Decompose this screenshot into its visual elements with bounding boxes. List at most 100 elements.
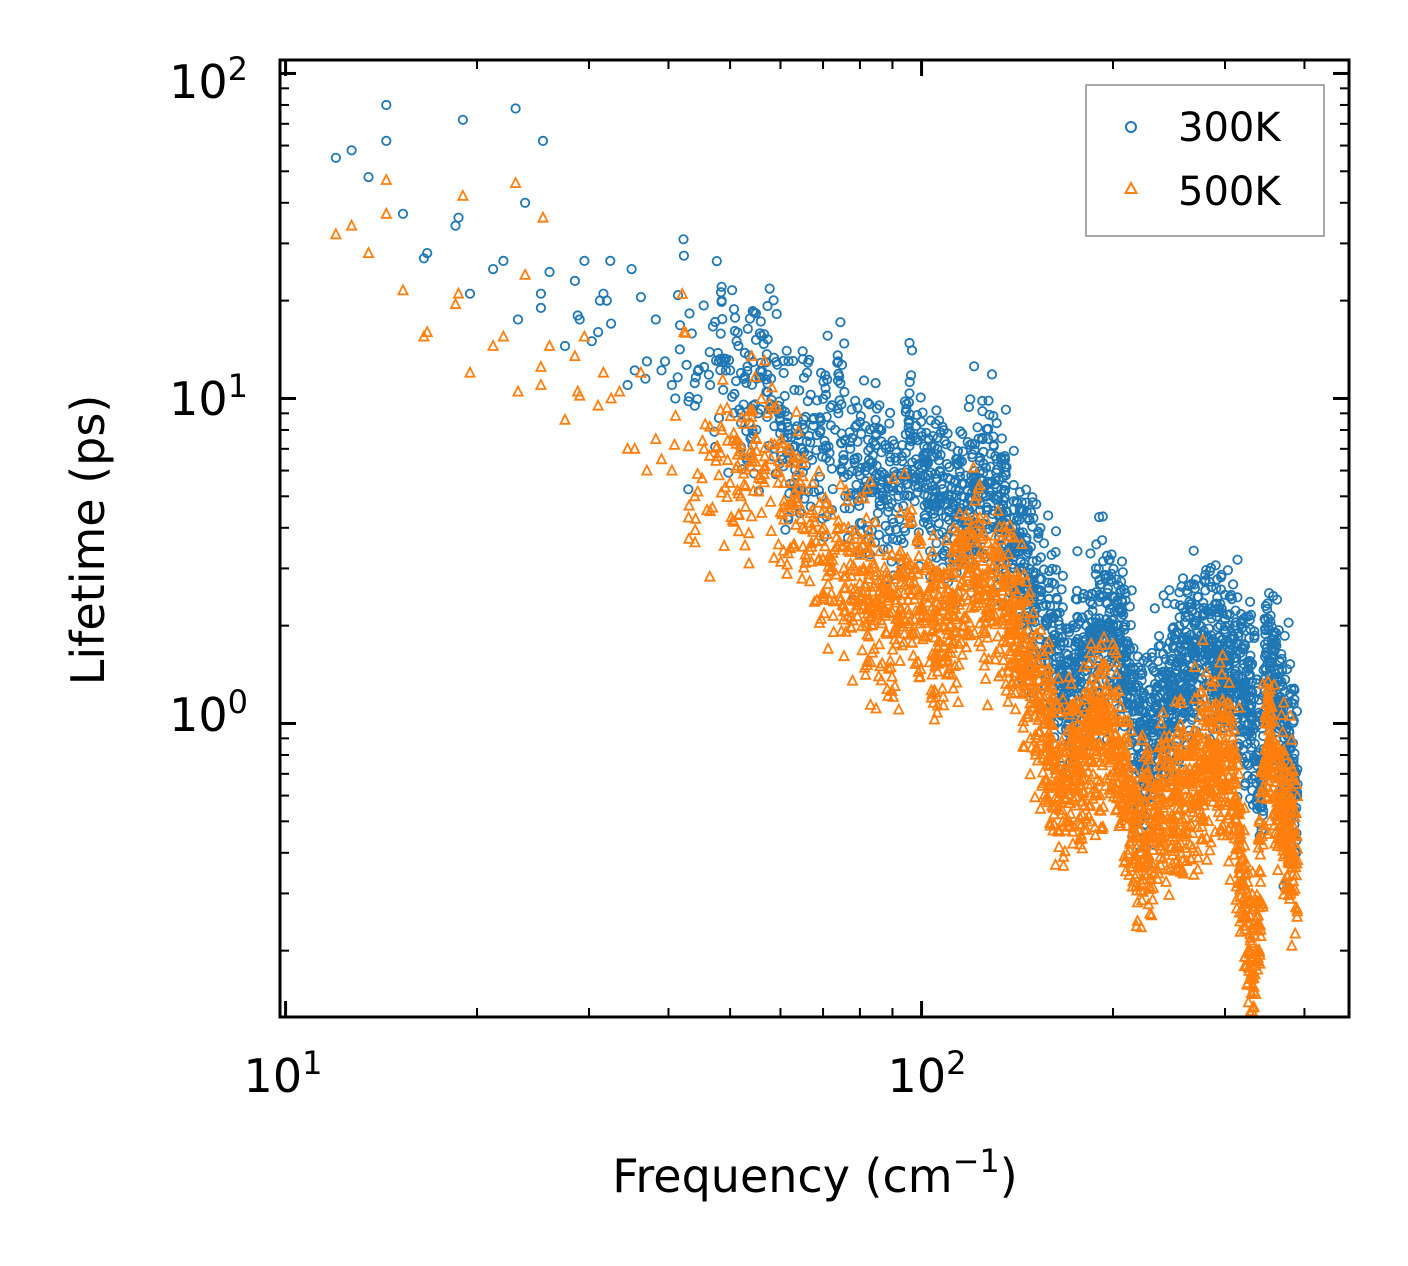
cloud-point-500K (1178, 735, 1192, 747)
cloud-point-300K (856, 518, 867, 529)
cloud-point-500K (737, 417, 750, 429)
cloud-point-300K (1054, 619, 1065, 630)
cloud-point-300K (778, 355, 789, 366)
cloud-point-500K (901, 505, 914, 518)
cloud-point-300K (1000, 485, 1011, 496)
cloud-point-300K (922, 457, 934, 469)
cloud-point-300K (1243, 658, 1254, 669)
cloud-point-500K (840, 483, 853, 496)
cloud-point-300K (738, 399, 749, 410)
cloud-point-500K (936, 681, 949, 694)
series-500K-points (329, 173, 1304, 1018)
cloud-point-300K (1125, 679, 1137, 690)
cloud-point-500K (1135, 840, 1148, 853)
cloud-point-300K (1056, 584, 1067, 595)
cloud-point-500K (1154, 758, 1167, 770)
cloud-point-300K (1264, 587, 1275, 599)
cloud-point-500K (791, 464, 804, 477)
cloud-point-500K (1214, 809, 1227, 822)
cloud-point-300K (1187, 675, 1198, 686)
cloud-point-500K (1151, 872, 1164, 884)
cloud-point-300K (850, 421, 861, 433)
cloud-point-300K (954, 466, 965, 477)
cloud-point-500K (925, 579, 938, 592)
cloud-point-500K (896, 564, 909, 577)
cloud-point-300K (824, 447, 835, 458)
cloud-point-300K (1262, 598, 1273, 609)
cloud-point-300K (1233, 631, 1244, 642)
point-500K-12 (487, 339, 500, 351)
cloud-point-500K (881, 682, 894, 694)
cloud-point-500K (703, 569, 716, 582)
cloud-point-300K (832, 375, 844, 386)
cloud-point-500K (864, 609, 877, 621)
cloud-point-500K (1145, 793, 1158, 806)
cloud-point-500K (1162, 888, 1176, 900)
cloud-point-300K (865, 442, 876, 453)
point-500K-2 (362, 246, 375, 259)
cloud-point-300K (1207, 633, 1218, 645)
cloud-point-300K (972, 422, 983, 433)
cloud-point-300K (1163, 690, 1174, 701)
cloud-point-500K (1201, 704, 1214, 717)
cloud-point-500K (1285, 732, 1298, 745)
cloud-point-300K (944, 461, 955, 473)
cloud-point-500K (1055, 739, 1068, 752)
cloud-point-500K (721, 453, 734, 466)
cloud-point-300K (977, 467, 989, 479)
cloud-point-500K (978, 610, 991, 623)
point-500K-7 (421, 325, 434, 338)
cloud-point-500K (1228, 847, 1241, 860)
point-500K-24 (573, 388, 586, 401)
cloud-point-500K (714, 419, 727, 432)
cloud-point-300K (985, 490, 996, 501)
cloud-point-300K (1238, 658, 1250, 670)
point-300K-31 (592, 326, 604, 338)
point-300K-13 (498, 255, 509, 266)
cloud-point-500K (747, 483, 760, 496)
cloud-point-300K (1185, 677, 1196, 688)
cloud-point-500K (1008, 640, 1021, 653)
point-500K-16 (519, 267, 532, 280)
cloud-point-500K (1002, 694, 1015, 707)
cloud-point-500K (1186, 840, 1199, 853)
cloud-point-300K (867, 457, 878, 468)
cloud-point-300K (720, 365, 732, 376)
cloud-point-500K (976, 531, 989, 544)
cloud-point-500K (691, 484, 704, 497)
cloud-point-500K (679, 325, 692, 338)
cloud-point-500K (876, 616, 889, 629)
cloud-point-500K (950, 675, 963, 688)
cloud-point-300K (983, 423, 994, 434)
cloud-point-500K (1214, 822, 1227, 835)
cloud-point-500K (858, 532, 872, 544)
cloud-point-300K (871, 468, 883, 480)
cloud-point-300K (1147, 652, 1158, 663)
cloud-point-500K (1066, 836, 1079, 849)
cloud-point-300K (832, 350, 843, 361)
cloud-point-500K (1006, 590, 1019, 603)
cloud-point-500K (1174, 814, 1187, 827)
cloud-point-300K (1240, 704, 1251, 716)
point-300K-61 (833, 408, 844, 419)
cloud-point-300K (1046, 549, 1057, 561)
cloud-point-300K (1279, 686, 1290, 697)
point-300K-24 (574, 314, 585, 325)
cloud-point-300K (904, 388, 915, 399)
cloud-point-500K (1207, 699, 1220, 712)
cloud-point-300K (906, 436, 917, 447)
cloud-point-500K (1288, 810, 1301, 823)
cloud-point-500K (745, 409, 758, 422)
cloud-point-300K (846, 404, 857, 415)
cloud-point-500K (1117, 732, 1130, 745)
point-300K-5 (397, 208, 409, 219)
cloud-point-300K (811, 445, 822, 456)
cloud-point-500K (1013, 645, 1026, 657)
cloud-point-500K (975, 639, 988, 652)
cloud-point-300K (983, 478, 994, 489)
cloud-point-500K (1242, 995, 1255, 1008)
cloud-point-500K (1276, 725, 1289, 737)
cloud-point-500K (676, 287, 689, 299)
cloud-point-300K (1025, 507, 1037, 518)
cloud-point-300K (1035, 552, 1047, 563)
